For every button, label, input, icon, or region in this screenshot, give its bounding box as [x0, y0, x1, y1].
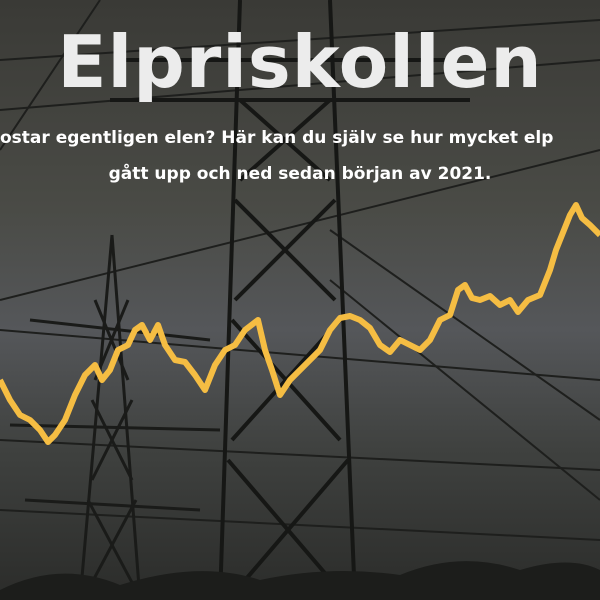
power-lines: [0, 0, 600, 541]
intro-line: ostar egentligen elen? Här kan du själv …: [0, 128, 554, 148]
page-title: Elpriskollen: [57, 20, 543, 104]
pylon-large: [110, 0, 470, 600]
price-line: [0, 202, 600, 445]
tree-line: [0, 561, 600, 600]
intro-line: gått upp och ned sedan början av 2021.: [108, 164, 492, 184]
pylon-small: [9, 234, 221, 600]
